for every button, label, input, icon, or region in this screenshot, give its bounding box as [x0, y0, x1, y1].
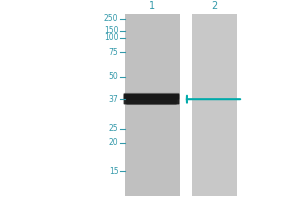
- Text: 250: 250: [104, 14, 118, 23]
- FancyBboxPatch shape: [124, 94, 179, 104]
- Text: 50: 50: [109, 72, 118, 81]
- Bar: [192, 14, 237, 196]
- Text: 100: 100: [104, 33, 118, 42]
- Text: 75: 75: [109, 48, 118, 57]
- Bar: [124, 14, 180, 196]
- Text: 37: 37: [109, 95, 118, 104]
- Text: 150: 150: [104, 26, 118, 35]
- Text: 2: 2: [212, 1, 218, 11]
- Text: 25: 25: [109, 124, 118, 133]
- Text: 20: 20: [109, 138, 118, 147]
- Text: 15: 15: [109, 167, 118, 176]
- FancyBboxPatch shape: [124, 93, 179, 100]
- Text: 1: 1: [149, 1, 155, 11]
- FancyBboxPatch shape: [126, 99, 177, 105]
